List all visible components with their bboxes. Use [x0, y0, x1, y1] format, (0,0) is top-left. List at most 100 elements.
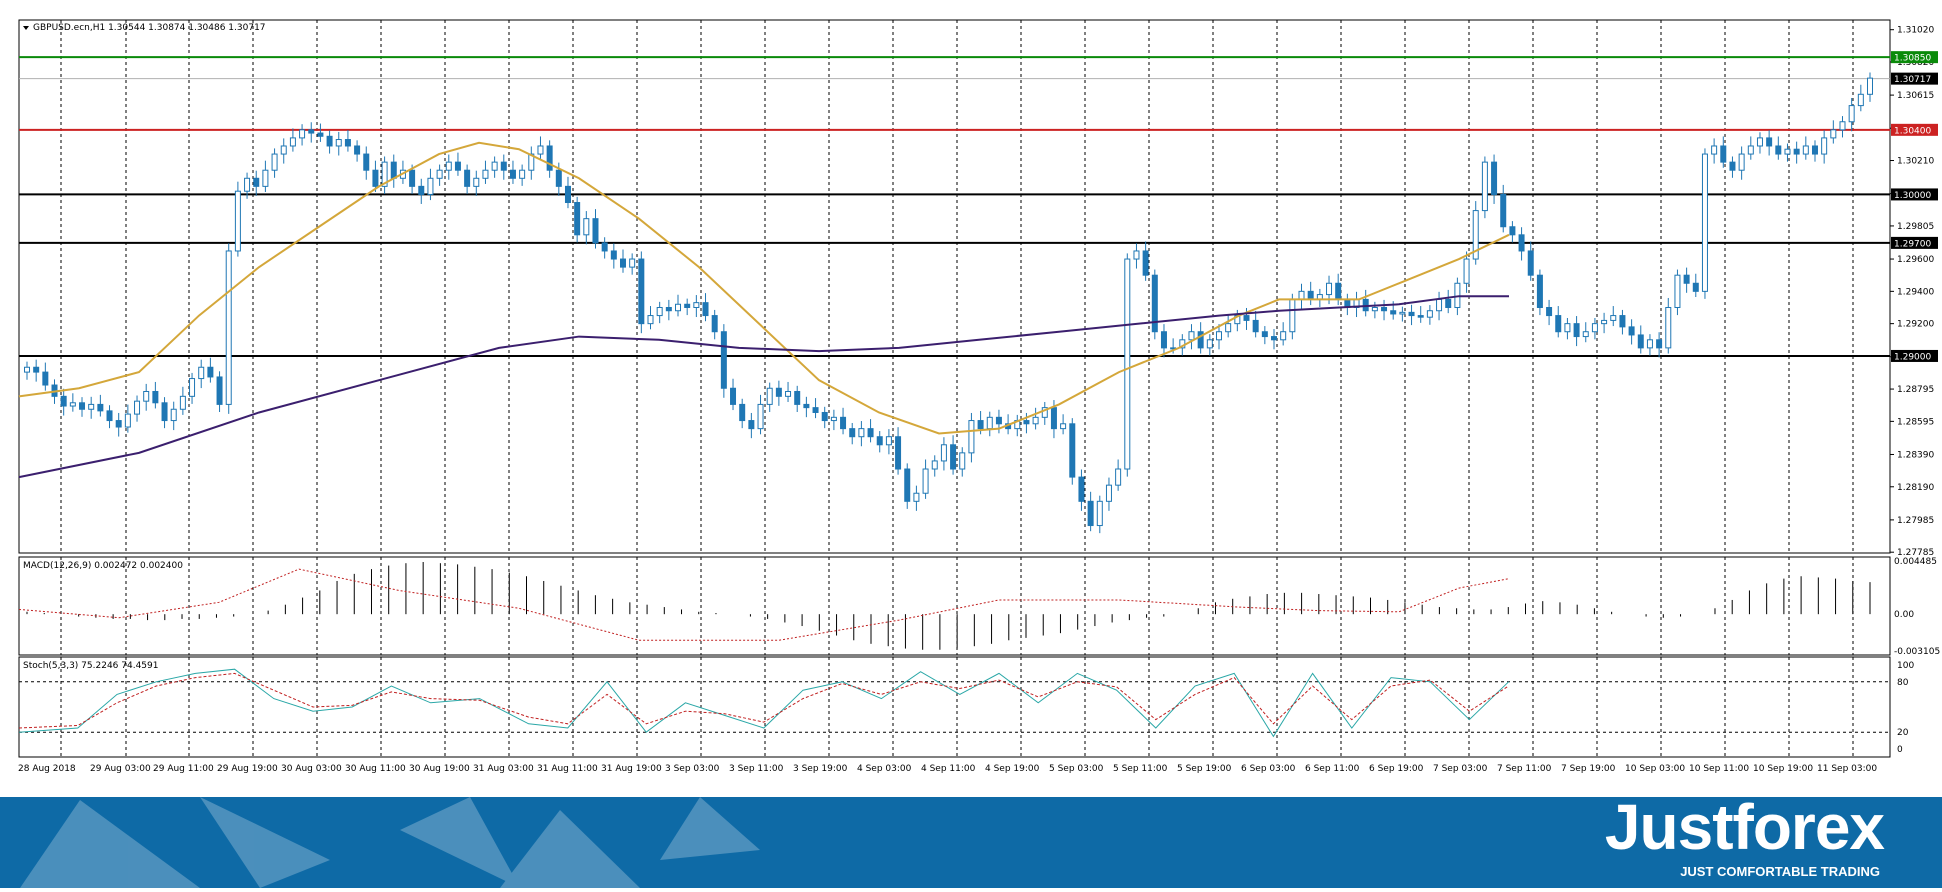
- candle: [766, 382, 773, 412]
- candle-body-bear: [97, 403, 104, 412]
- candle: [491, 156, 498, 178]
- candle: [1252, 310, 1259, 338]
- candle-body-bear: [308, 129, 315, 134]
- candle-body-bull: [1280, 331, 1287, 341]
- macd-panel: [18, 556, 1891, 656]
- candle: [363, 146, 370, 180]
- candle-body-bear: [711, 315, 718, 333]
- time-label: 11 Sep 03:00: [1817, 764, 1877, 774]
- candle: [1151, 269, 1158, 340]
- time-label: 4 Sep 11:00: [921, 764, 976, 774]
- candle-body-bull: [234, 190, 241, 252]
- candle: [106, 405, 113, 429]
- candle-body-bull: [1426, 310, 1433, 318]
- price-tick-label: 1.28390: [1897, 450, 1934, 460]
- banner-shape: [500, 810, 640, 888]
- candle-body-bull: [968, 420, 975, 454]
- candle: [335, 131, 342, 156]
- candle-body-bull: [179, 395, 186, 410]
- candle: [895, 427, 902, 475]
- candle-body-bull: [1298, 290, 1305, 300]
- candle-body-bear: [42, 371, 49, 386]
- brand-banner: [0, 797, 1942, 888]
- symbol-header-group: GBPUSD.ecn,H1 1.30544 1.30874 1.30486 1.…: [23, 23, 266, 33]
- candle: [445, 154, 452, 180]
- candle: [1821, 130, 1828, 164]
- candle: [1463, 251, 1470, 293]
- candle-body-bull: [693, 302, 700, 308]
- candle-body-bear: [1656, 339, 1663, 349]
- candle-body-bull: [1215, 331, 1222, 341]
- candle: [867, 419, 874, 443]
- candle: [1564, 317, 1571, 340]
- candle-body-bull: [445, 161, 452, 171]
- candle-body-bear: [684, 303, 691, 308]
- candle: [1124, 253, 1131, 477]
- collapse-triangle-icon: [23, 26, 29, 30]
- candle: [308, 122, 315, 143]
- candle-body-bull: [1802, 145, 1809, 155]
- candle: [1096, 495, 1103, 534]
- candle: [418, 178, 425, 204]
- candle: [592, 209, 599, 249]
- candle: [24, 361, 30, 380]
- candle-body-bull: [528, 153, 535, 171]
- price-tick-label: 1.28795: [1897, 385, 1934, 395]
- candle-body-bear: [115, 420, 122, 428]
- candle: [33, 359, 40, 382]
- candle-body-bull: [785, 390, 792, 397]
- candle: [1069, 418, 1076, 485]
- candle: [821, 406, 828, 429]
- price-level-tag: [1891, 72, 1938, 85]
- candle-body-bull: [1133, 250, 1140, 260]
- time-label: 31 Aug 19:00: [601, 764, 662, 774]
- candle: [1206, 334, 1213, 356]
- candle-body-bear: [1151, 274, 1158, 333]
- candle-body-bull: [1857, 93, 1864, 107]
- candle: [1472, 201, 1479, 265]
- candle-body-bear: [619, 258, 626, 268]
- price-level-tag: [1891, 236, 1938, 249]
- candle-body-bull: [537, 145, 544, 155]
- candle-body-bull: [1747, 145, 1754, 155]
- candle-body-bull: [1711, 145, 1718, 155]
- candle: [619, 249, 626, 273]
- candle: [1225, 314, 1232, 338]
- candle: [1665, 297, 1672, 354]
- candle-body-bear: [79, 402, 86, 410]
- banner-shape: [200, 797, 330, 888]
- candle-body-bull: [280, 145, 287, 155]
- candle-body-bear: [876, 436, 883, 446]
- candle-body-bull: [299, 129, 306, 139]
- time-label: 6 Sep 11:00: [1305, 764, 1360, 774]
- candle: [1023, 412, 1030, 434]
- candle-body-bear: [1307, 290, 1314, 300]
- candle-body-bear: [454, 161, 461, 171]
- candle-body-bear: [33, 366, 40, 373]
- candle: [1637, 325, 1644, 354]
- candle: [940, 437, 947, 471]
- candle: [812, 398, 819, 419]
- candle-body-bear: [372, 169, 379, 187]
- candle-body-bull: [1060, 423, 1067, 430]
- candle-body-bull: [491, 161, 498, 171]
- candle: [1060, 414, 1067, 435]
- candle: [564, 176, 571, 209]
- stoch-main-line: [18, 668, 1509, 738]
- candle-body-bear: [977, 420, 984, 430]
- time-label: 29 Aug 03:00: [90, 764, 151, 774]
- candle-body-bull: [1830, 129, 1837, 139]
- candle-body-bear: [592, 218, 599, 244]
- candle: [1271, 328, 1278, 350]
- candle: [262, 160, 269, 193]
- candle: [207, 357, 214, 383]
- candle-body-bear: [253, 177, 260, 187]
- candle-body-bear: [1793, 148, 1800, 155]
- time-label: 29 Aug 11:00: [153, 764, 214, 774]
- candle: [1115, 459, 1122, 491]
- candle-body-bear: [950, 444, 957, 470]
- candle-body-bear: [317, 132, 324, 137]
- candle-body-bull: [675, 303, 682, 312]
- candle-body-bear: [1536, 274, 1543, 308]
- candle-body-bear: [1417, 315, 1424, 318]
